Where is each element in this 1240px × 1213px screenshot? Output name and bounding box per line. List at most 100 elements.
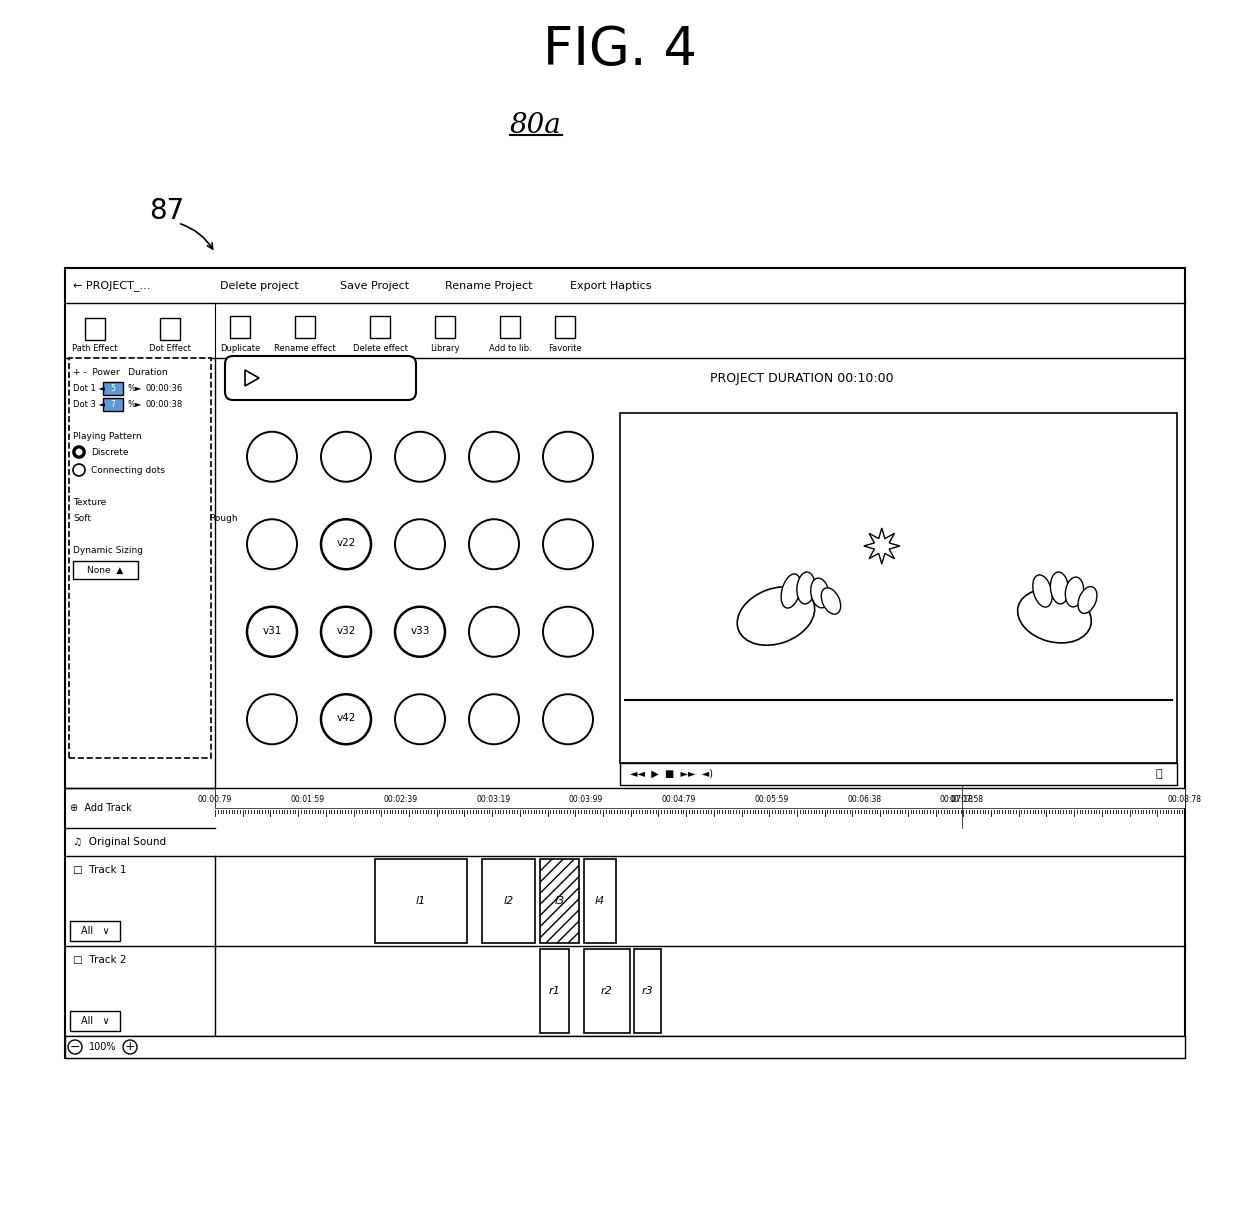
Circle shape xyxy=(247,432,298,482)
Text: 00:00:38: 00:00:38 xyxy=(145,399,182,409)
Text: + -  Power   Duration: + - Power Duration xyxy=(73,368,167,376)
Circle shape xyxy=(73,465,86,475)
Bar xyxy=(556,317,575,338)
Circle shape xyxy=(247,519,298,569)
Text: v22: v22 xyxy=(336,539,356,548)
Text: FIG. 4: FIG. 4 xyxy=(543,24,697,76)
Text: Rename effect: Rename effect xyxy=(274,343,336,353)
Ellipse shape xyxy=(1018,590,1091,643)
FancyBboxPatch shape xyxy=(224,355,415,400)
Text: r1: r1 xyxy=(548,986,560,996)
Text: ⛶: ⛶ xyxy=(1156,769,1162,779)
Text: Dot Effect: Dot Effect xyxy=(149,343,191,353)
Bar xyxy=(539,949,569,1033)
Circle shape xyxy=(543,432,593,482)
Ellipse shape xyxy=(1033,575,1053,608)
Circle shape xyxy=(396,606,445,656)
Ellipse shape xyxy=(1065,577,1084,606)
Text: ◄◄  ▶  ■  ►►  ◄): ◄◄ ▶ ■ ►► ◄) xyxy=(630,769,713,779)
Ellipse shape xyxy=(781,574,801,608)
Bar xyxy=(584,859,615,943)
Ellipse shape xyxy=(1050,573,1069,604)
Text: None  ▲: None ▲ xyxy=(87,565,123,575)
Text: ♫  Original Sound: ♫ Original Sound xyxy=(73,837,166,847)
Text: l1: l1 xyxy=(415,896,427,906)
Text: Dynamic Sizing: Dynamic Sizing xyxy=(73,546,143,554)
Circle shape xyxy=(469,694,520,745)
Text: PROJECT DURATION 00:10:00: PROJECT DURATION 00:10:00 xyxy=(711,371,894,385)
Text: ⊕  Add Track: ⊕ Add Track xyxy=(69,803,131,813)
Circle shape xyxy=(396,432,445,482)
Text: %►: %► xyxy=(126,383,141,393)
Circle shape xyxy=(68,1040,82,1054)
Text: □  Track 2: □ Track 2 xyxy=(73,955,126,966)
Text: Save Project: Save Project xyxy=(340,280,409,290)
Text: Rough: Rough xyxy=(210,513,238,523)
Circle shape xyxy=(543,606,593,656)
Text: Dot 3 ◄: Dot 3 ◄ xyxy=(73,399,105,409)
Bar xyxy=(229,317,250,338)
Text: v42: v42 xyxy=(336,713,356,723)
Polygon shape xyxy=(864,528,900,564)
Text: Favorite: Favorite xyxy=(548,343,582,353)
Text: 00:08:78: 00:08:78 xyxy=(1168,795,1202,804)
Text: v31: v31 xyxy=(263,626,281,636)
Text: 7: 7 xyxy=(110,399,115,409)
Text: 5: 5 xyxy=(110,383,115,393)
Text: All   ∨: All ∨ xyxy=(81,926,109,936)
Text: ← PROJECT_...: ← PROJECT_... xyxy=(73,280,150,291)
Text: 00:05:59: 00:05:59 xyxy=(754,795,789,804)
Bar xyxy=(73,560,138,579)
Bar xyxy=(620,763,1177,785)
Bar xyxy=(482,859,536,943)
Bar xyxy=(435,317,455,338)
Bar xyxy=(69,921,120,941)
Bar xyxy=(634,949,661,1033)
Text: Add to lib.: Add to lib. xyxy=(489,343,532,353)
Ellipse shape xyxy=(738,587,815,645)
Bar xyxy=(160,318,180,340)
Circle shape xyxy=(321,519,371,569)
Bar xyxy=(620,412,1177,763)
Bar xyxy=(64,1036,1185,1058)
Circle shape xyxy=(321,432,371,482)
Text: Dot 1 ◄: Dot 1 ◄ xyxy=(73,383,105,393)
Bar xyxy=(69,358,211,758)
Circle shape xyxy=(247,694,298,745)
Text: 100%: 100% xyxy=(89,1042,117,1052)
Text: %►: %► xyxy=(126,399,141,409)
Text: Playing Pattern: Playing Pattern xyxy=(73,432,141,440)
Text: Library: Library xyxy=(430,343,460,353)
Circle shape xyxy=(396,694,445,745)
Bar xyxy=(500,317,520,338)
Circle shape xyxy=(469,519,520,569)
Circle shape xyxy=(123,1040,136,1054)
Circle shape xyxy=(396,519,445,569)
Bar xyxy=(103,382,123,395)
Text: 00:07:58: 00:07:58 xyxy=(950,795,985,804)
Bar xyxy=(539,859,579,943)
Text: −: − xyxy=(69,1041,81,1054)
Text: Discrete: Discrete xyxy=(91,448,129,456)
Text: Duplicate: Duplicate xyxy=(219,343,260,353)
Text: 00:07:18: 00:07:18 xyxy=(940,795,973,804)
Bar xyxy=(64,268,1185,1058)
Text: Rename Project: Rename Project xyxy=(445,280,532,290)
Bar xyxy=(374,859,467,943)
Bar xyxy=(86,318,105,340)
Text: 00:01:59: 00:01:59 xyxy=(290,795,325,804)
Text: l4: l4 xyxy=(594,896,605,906)
Text: 80a: 80a xyxy=(510,112,560,138)
Circle shape xyxy=(321,694,371,745)
Text: v33: v33 xyxy=(410,626,430,636)
Ellipse shape xyxy=(821,588,841,614)
Circle shape xyxy=(469,432,520,482)
Bar xyxy=(103,398,123,411)
Text: 00:04:79: 00:04:79 xyxy=(662,795,696,804)
Circle shape xyxy=(469,606,520,656)
Bar xyxy=(69,1010,120,1031)
Ellipse shape xyxy=(797,573,815,604)
Text: r2: r2 xyxy=(601,986,613,996)
Circle shape xyxy=(76,449,83,456)
Circle shape xyxy=(247,606,298,656)
